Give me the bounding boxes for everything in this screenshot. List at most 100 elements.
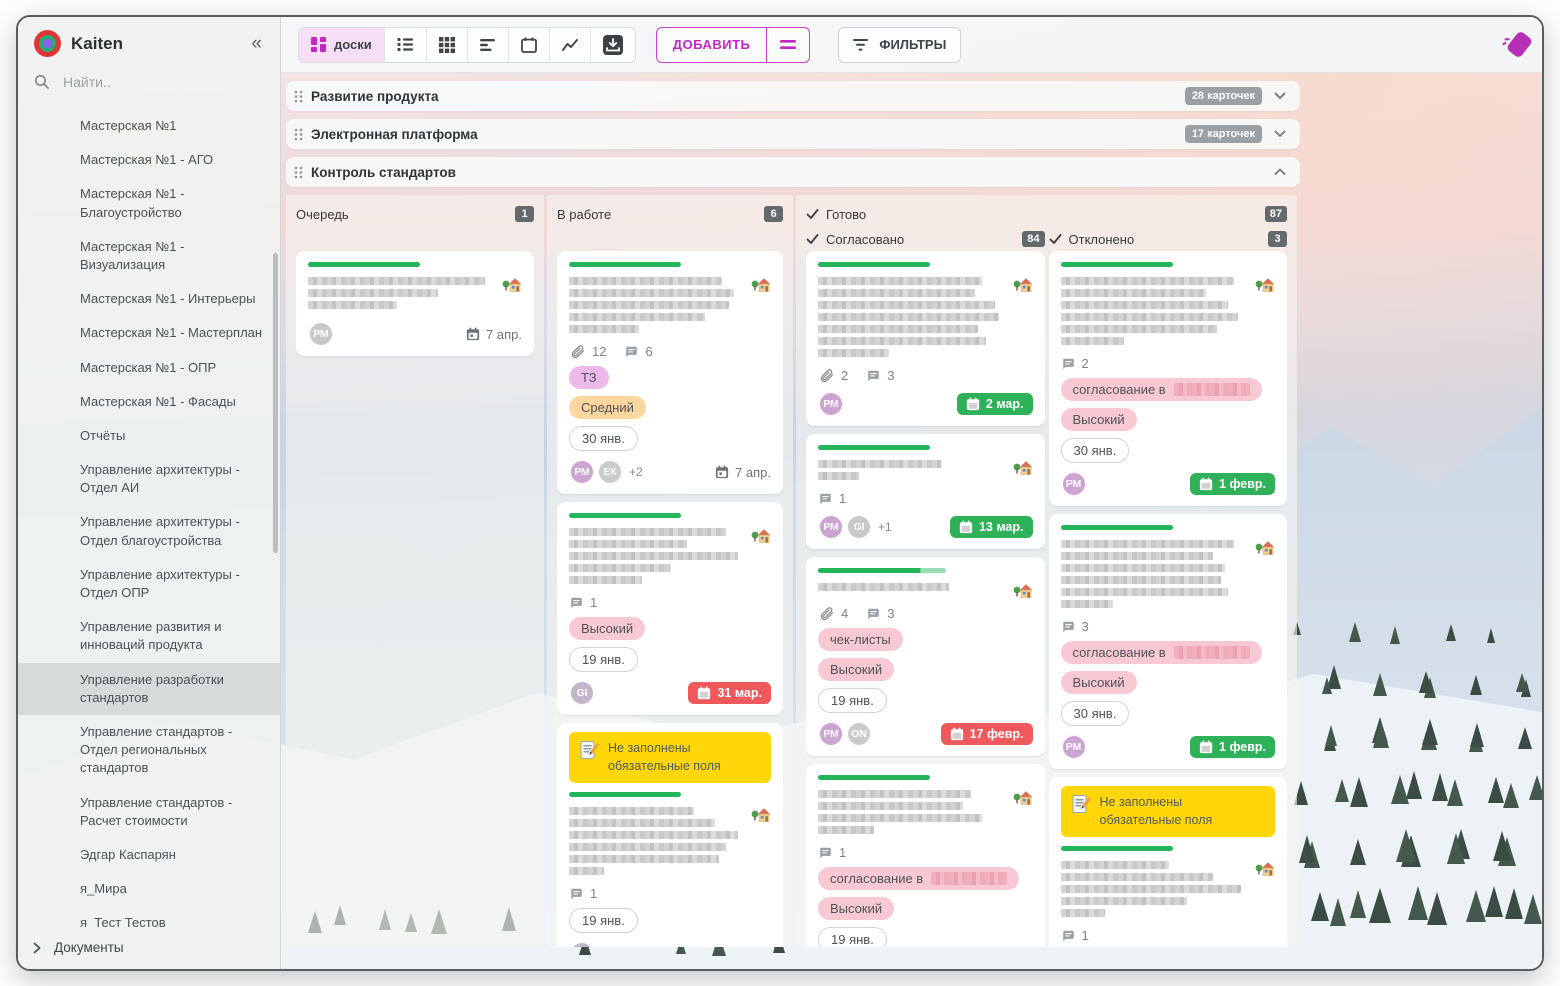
sidebar-item[interactable]: Мастерская №1 - Фасады: [80, 393, 236, 409]
view-inbox-button[interactable]: [591, 28, 635, 62]
sidebar-item[interactable]: Мастерская №1 - Визуализация: [80, 238, 185, 272]
chevron-up-icon[interactable]: [1270, 168, 1290, 176]
column-count-badge: 87: [1264, 206, 1287, 222]
sidebar-item[interactable]: Управление стандартов - Отдел региональн…: [80, 723, 233, 776]
card-label-row: Высокий: [818, 897, 1033, 920]
drag-handle-icon[interactable]: [294, 90, 303, 103]
kanban-card[interactable]: Не заполнены обязательные поля1согласова…: [1048, 777, 1287, 947]
sidebar-item[interactable]: Управление архитектуры - Отдел благоустр…: [80, 514, 240, 548]
due-date-text: 1 февр.: [1219, 740, 1266, 754]
board-area: Развитие продукта 28 карточек Электронна…: [280, 73, 1542, 969]
redacted-text-line: [818, 802, 964, 810]
sidebar-item[interactable]: Мастерская №1 - Благоустройство: [80, 186, 185, 220]
drag-handle-icon[interactable]: [294, 166, 303, 179]
card-warning-banner: Не заполнены обязательные поля: [1060, 786, 1275, 837]
sidebar-item[interactable]: Отчёты: [80, 427, 126, 443]
lane-standards-control[interactable]: Контроль стандартов: [286, 157, 1300, 187]
filters-button[interactable]: ФИЛЬТРЫ: [838, 26, 962, 63]
sidebar-item[interactable]: Управление развития и инноваций продукта: [80, 619, 222, 653]
view-boards-button[interactable]: доски: [299, 27, 385, 62]
kanban-card[interactable]: 2 3 РМ 2 мар.: [806, 251, 1045, 426]
chevron-down-icon[interactable]: [1270, 92, 1290, 100]
redacted-text-line: [1060, 576, 1221, 584]
tree-icon: [1487, 628, 1495, 643]
avatar: РМ: [1060, 471, 1087, 497]
due-date-text: 17 февр.: [969, 727, 1024, 741]
kanban-card[interactable]: 4 3 чек-листы Высокий 19 янв. РМ ON 17 февр.: [806, 557, 1045, 756]
sidebar-scrollbar[interactable]: [273, 253, 278, 553]
redacted-label-segment: [1173, 646, 1250, 659]
view-list-button[interactable]: [385, 27, 427, 62]
house-icon: [1013, 788, 1033, 838]
card-label-text: согласование в: [1072, 382, 1166, 397]
card-progress-bar: [818, 262, 930, 267]
house-icon: [751, 526, 771, 588]
attachments-value: 4: [841, 606, 849, 621]
column-title: Согласовано: [826, 231, 905, 247]
kanban-card[interactable]: РМ 7 апр.: [296, 251, 534, 356]
notification-phone-icon[interactable]: [1505, 30, 1534, 59]
tree-icon: [1427, 892, 1447, 925]
card-progress-bar: [1060, 262, 1173, 267]
kanban-card[interactable]: 2 согласование в Высокий 30 янв. РМ 1 февр.: [1048, 251, 1287, 506]
chevron-down-icon[interactable]: [1270, 130, 1290, 138]
drag-handle-icon[interactable]: [294, 128, 303, 141]
sidebar-item-documents[interactable]: Документы: [18, 928, 280, 969]
tree-icon: [1505, 888, 1523, 919]
inbox-icon: [602, 34, 623, 55]
card-date-chip: 30 янв.: [1060, 438, 1130, 463]
due-date-text: 31 мар.: [717, 686, 762, 700]
view-table-button[interactable]: [427, 27, 468, 62]
card-date-chip-row: 30 янв.: [1060, 701, 1276, 726]
card-footer: РМ ON 17 февр.: [818, 721, 1033, 747]
kanban-card[interactable]: Не заполнены обязательные поля 1 19 янв. GI: [557, 723, 783, 947]
redacted-text-line: [1060, 897, 1188, 905]
sidebar-collapse-icon[interactable]: «: [251, 32, 262, 54]
subcolumn-header: Согласовано 84: [806, 227, 1045, 251]
card-title-redacted: [308, 275, 494, 313]
sidebar-item[interactable]: я_Тест Тестов: [80, 915, 166, 928]
search-input[interactable]: [61, 73, 235, 91]
card-meta-row: 1: [569, 595, 771, 610]
due-date-badge: 17 февр.: [940, 723, 1033, 745]
kanban-card[interactable]: 3 согласование в Высокий 30 янв. РМ 1 февр.: [1048, 514, 1287, 769]
sidebar-item[interactable]: Мастерская №1 - ОПР: [80, 359, 217, 375]
sidebar-item[interactable]: Мастерская №1 - Мастерплан: [80, 325, 263, 341]
check-icon: [1049, 233, 1062, 245]
sidebar-item[interactable]: Мастерская №1 - Интерьеры: [80, 291, 256, 307]
sidebar-item[interactable]: Мастерская №1: [80, 118, 177, 133]
column-count-badge: 6: [764, 206, 783, 222]
view-timeline-button[interactable]: [468, 27, 509, 62]
column-title: Очередь: [296, 206, 349, 222]
view-chart-button[interactable]: [550, 27, 591, 62]
tree-icon: [1350, 777, 1368, 807]
comments-count: 6: [624, 344, 653, 359]
sidebar-item[interactable]: Управление архитектуры - Отдел АИ: [80, 462, 240, 496]
quick-add-icon[interactable]: [766, 27, 809, 62]
sidebar-item[interactable]: Управление разработки стандартов: [18, 662, 280, 715]
lane-electronic-platform[interactable]: Электронная платформа 17 карточек: [286, 119, 1300, 149]
card-label-text: Высокий: [1072, 675, 1125, 690]
add-button[interactable]: ДОБАВИТЬ: [655, 26, 811, 63]
sidebar-item[interactable]: Управление архитектуры - Отдел ОПР: [80, 566, 240, 600]
redacted-text-line: [818, 349, 889, 357]
lane-title: Электронная платформа: [311, 126, 478, 142]
tree-icon: [1524, 894, 1542, 924]
sidebar-item[interactable]: Управление стандартов - Расчет стоимости: [80, 794, 233, 828]
tree-icon: [1485, 886, 1503, 917]
sidebar-item[interactable]: Эдгар Каспарян: [80, 846, 176, 862]
sidebar-search[interactable]: [18, 67, 280, 103]
redacted-text-line: [1060, 289, 1206, 297]
house-icon: [502, 275, 522, 313]
kanban-card[interactable]: 1 Высокий 19 янв. GI 31 мар.: [557, 502, 783, 715]
view-calendar-button[interactable]: [509, 27, 550, 62]
kanban-card[interactable]: 12 6 ТЗ Средний 30 янв. РМ ЕК +2 7 апр.: [557, 251, 783, 494]
card-stack: РМ 7 апр.: [296, 251, 534, 947]
kanban-card[interactable]: 1 РМ GI +1 13 мар.: [806, 434, 1045, 549]
comment-icon: [1061, 929, 1076, 943]
list-icon: [397, 37, 413, 52]
lane-product-development[interactable]: Развитие продукта 28 карточек: [286, 81, 1300, 111]
sidebar-item[interactable]: Мастерская №1 - АГО: [80, 152, 214, 168]
sidebar-item[interactable]: я_Мира: [80, 881, 127, 897]
